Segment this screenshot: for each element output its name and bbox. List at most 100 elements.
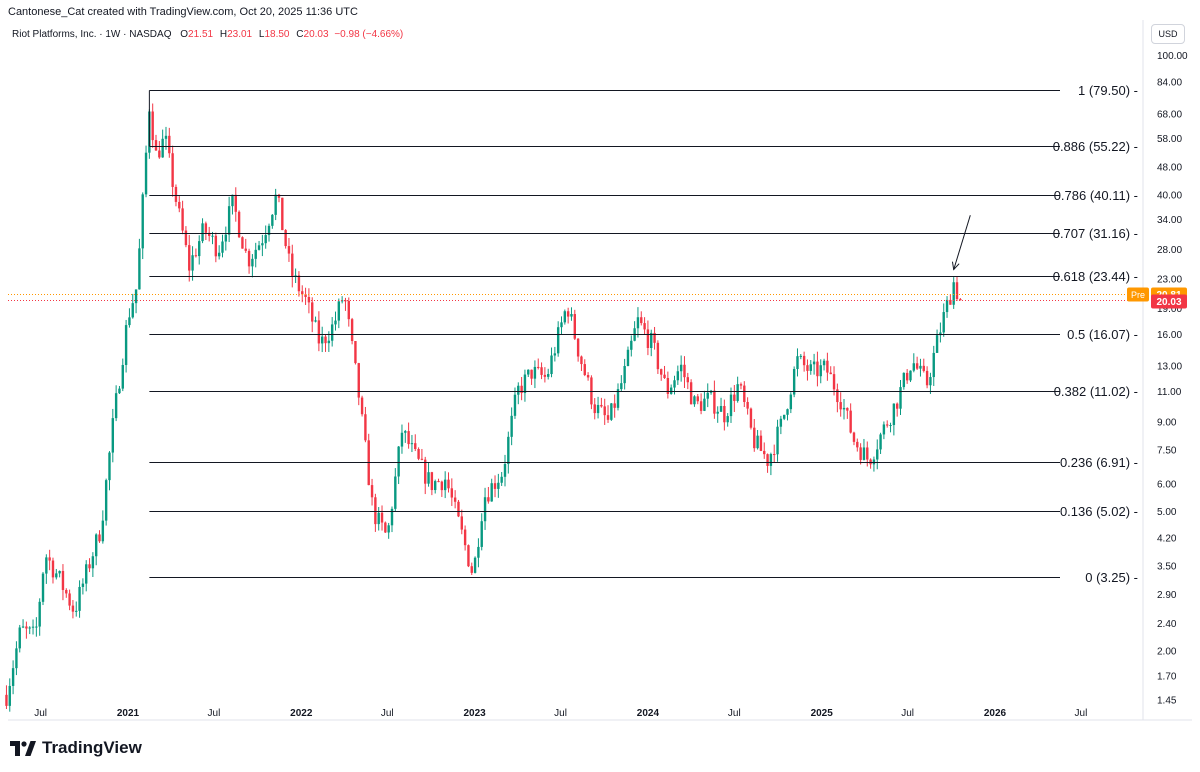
candle-body bbox=[616, 389, 620, 408]
candle-body bbox=[846, 407, 849, 411]
candle-body bbox=[839, 402, 842, 410]
candle-body bbox=[663, 374, 666, 379]
candle-body bbox=[510, 415, 513, 437]
candle-body bbox=[434, 481, 437, 491]
y-tick-label: 84.00 bbox=[1157, 78, 1182, 89]
y-tick-label: 7.50 bbox=[1157, 445, 1177, 456]
candle-body bbox=[194, 255, 198, 257]
candle-body bbox=[287, 246, 291, 254]
candle-body bbox=[261, 243, 264, 246]
candle-body bbox=[929, 377, 932, 386]
candle-body bbox=[706, 392, 709, 399]
candle-body bbox=[404, 431, 407, 433]
candle-body bbox=[85, 564, 88, 584]
candle-body bbox=[68, 593, 71, 606]
candle-body bbox=[234, 194, 237, 212]
candle-body bbox=[902, 372, 906, 388]
chart-header: Cantonese_Cat created with TradingView.c… bbox=[8, 6, 358, 18]
candle-body bbox=[886, 424, 889, 426]
y-tick-label: 1.70 bbox=[1157, 671, 1177, 682]
fib-level-label: 0.5 (16.07) - bbox=[1067, 327, 1138, 342]
y-tick-label: 28.00 bbox=[1157, 245, 1182, 256]
candle-body bbox=[437, 481, 440, 483]
candle-body bbox=[104, 480, 108, 521]
candle-body bbox=[656, 342, 660, 370]
candle-body bbox=[387, 525, 390, 533]
annotation-arrow-line bbox=[953, 215, 971, 270]
candle-body bbox=[859, 447, 862, 460]
candle-body bbox=[301, 291, 304, 295]
candle-body bbox=[822, 360, 826, 366]
candle-body bbox=[247, 250, 251, 267]
candle-body bbox=[94, 534, 98, 557]
fib-level-label: 0.886 (55.22) - bbox=[1053, 139, 1138, 154]
fib-level-label: 0.618 (23.44) - bbox=[1053, 269, 1138, 284]
open-value: 21.51 bbox=[188, 29, 214, 40]
high-label: H bbox=[219, 29, 228, 40]
candle-body bbox=[776, 426, 779, 455]
candle-body bbox=[882, 424, 886, 435]
candle-body bbox=[124, 325, 128, 365]
candle-body bbox=[134, 289, 138, 304]
candle-body bbox=[138, 248, 141, 290]
candle-body bbox=[613, 403, 616, 408]
candle-body bbox=[168, 135, 171, 154]
candle-body bbox=[889, 425, 892, 427]
candle-body bbox=[696, 396, 699, 402]
x-tick-label: 2024 bbox=[637, 708, 660, 719]
candle-body bbox=[749, 408, 753, 428]
candle-body bbox=[380, 512, 384, 523]
candle-body bbox=[540, 367, 543, 375]
candle-body bbox=[61, 571, 65, 590]
candle-body bbox=[660, 369, 663, 375]
candle-body bbox=[11, 668, 15, 686]
candle-body bbox=[390, 508, 394, 526]
candle-body bbox=[207, 232, 211, 236]
candle-body bbox=[55, 573, 58, 578]
pre-tag-label-bg bbox=[1127, 287, 1149, 302]
candle-body bbox=[809, 364, 812, 371]
candle-body bbox=[759, 435, 763, 451]
last-price-tag-bg bbox=[1151, 294, 1187, 309]
y-tick-label: 23.00 bbox=[1157, 275, 1182, 286]
candle-body bbox=[128, 317, 131, 326]
candle-body bbox=[523, 374, 527, 394]
candle-body bbox=[507, 436, 510, 465]
candle-body bbox=[324, 336, 327, 344]
candle-body bbox=[254, 249, 257, 259]
currency-button[interactable]: USD bbox=[1151, 24, 1185, 44]
candle-body bbox=[537, 366, 540, 368]
candle-body bbox=[447, 479, 450, 489]
candle-body bbox=[703, 398, 706, 411]
candle-body bbox=[344, 300, 347, 302]
candle-body bbox=[527, 369, 530, 375]
x-tick-label: 2026 bbox=[984, 708, 1007, 719]
candle-body bbox=[38, 601, 41, 627]
candle-body bbox=[796, 356, 799, 370]
candle-body bbox=[610, 403, 613, 420]
candle-body bbox=[48, 557, 51, 561]
candle-body bbox=[925, 370, 929, 386]
candle-body bbox=[729, 394, 733, 417]
y-tick-label: 68.00 bbox=[1157, 110, 1182, 121]
tradingview-logo-text: TradingView bbox=[42, 738, 142, 757]
pre-tag-label: Pre bbox=[1131, 290, 1145, 300]
candle-body bbox=[895, 403, 899, 409]
candle-body bbox=[204, 223, 208, 233]
candle-body bbox=[736, 384, 739, 401]
candle-body bbox=[184, 230, 188, 246]
candle-body bbox=[669, 387, 673, 394]
y-tick-label: 2.40 bbox=[1157, 619, 1177, 630]
candle-body bbox=[417, 448, 420, 459]
candle-body bbox=[427, 472, 430, 484]
candle-body bbox=[450, 488, 454, 498]
candle-body bbox=[58, 571, 61, 574]
open-label: O bbox=[180, 29, 189, 40]
candle-body bbox=[799, 355, 803, 357]
candle-body bbox=[141, 194, 144, 249]
candle-body bbox=[131, 303, 134, 318]
candle-body bbox=[802, 355, 806, 366]
candle-body bbox=[952, 282, 955, 305]
candle-body bbox=[915, 363, 919, 369]
